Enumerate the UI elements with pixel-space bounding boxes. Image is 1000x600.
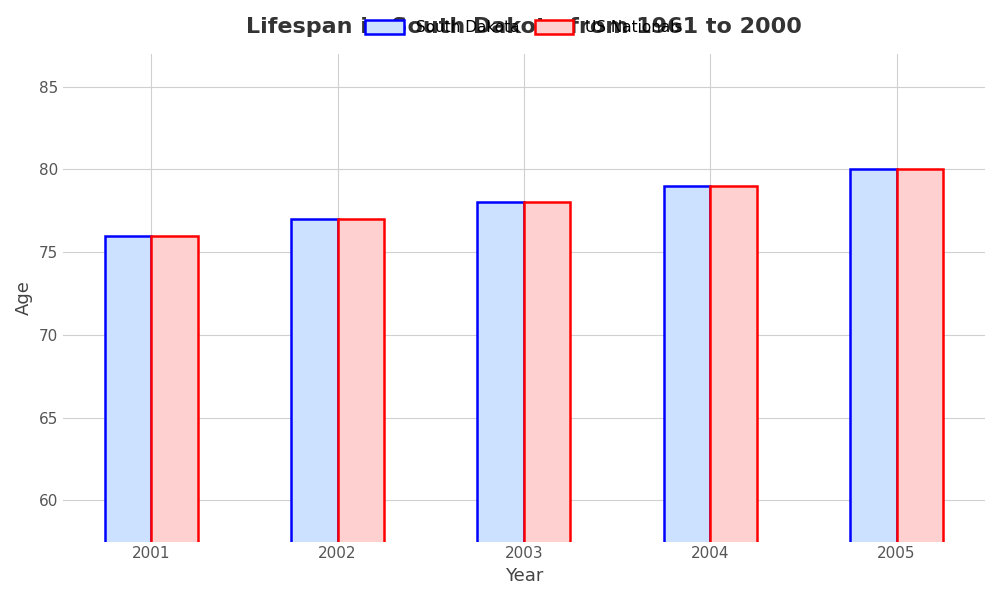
Bar xyxy=(664,186,710,600)
Bar xyxy=(151,236,198,600)
Bar xyxy=(524,202,570,600)
X-axis label: Year: Year xyxy=(505,567,543,585)
Bar xyxy=(850,169,897,600)
Bar xyxy=(897,169,943,600)
Y-axis label: Age: Age xyxy=(15,280,33,315)
Bar xyxy=(291,219,338,600)
Bar xyxy=(105,236,151,600)
Legend: South Dakota, US Nationals: South Dakota, US Nationals xyxy=(358,13,690,43)
Bar xyxy=(710,186,757,600)
Title: Lifespan in South Dakota from 1961 to 2000: Lifespan in South Dakota from 1961 to 20… xyxy=(246,17,802,37)
Bar xyxy=(477,202,524,600)
Bar xyxy=(338,219,384,600)
